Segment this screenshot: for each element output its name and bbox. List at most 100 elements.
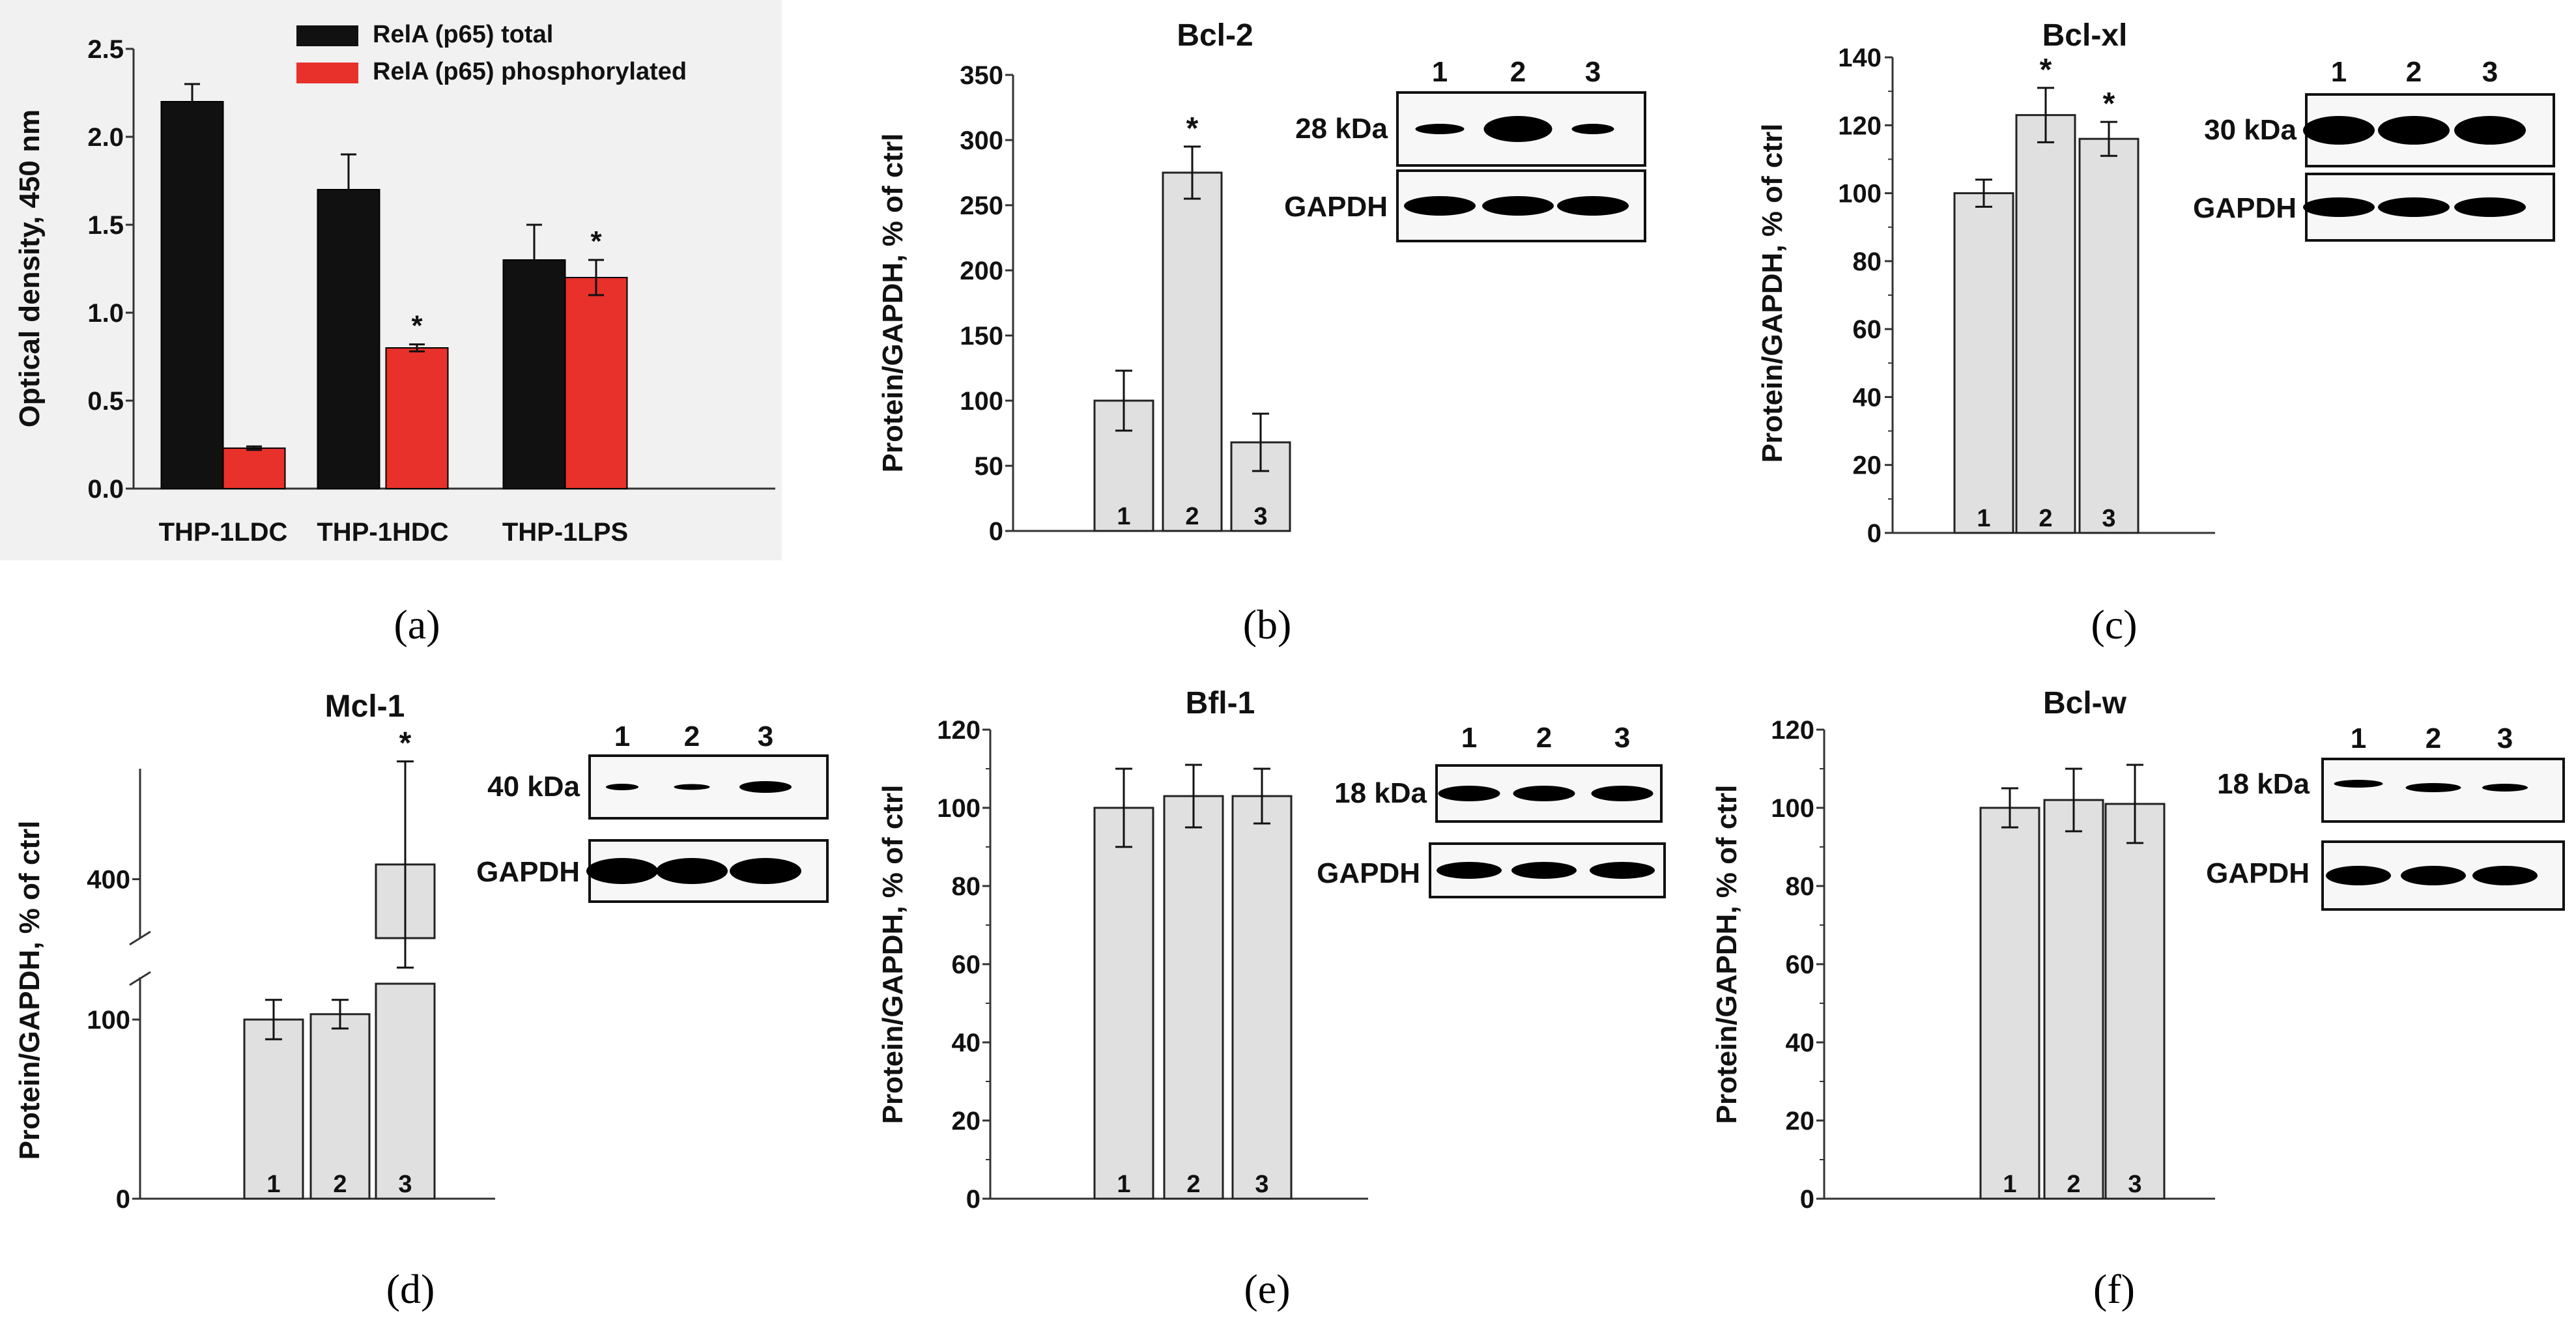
legend-swatch bbox=[296, 25, 358, 46]
bar-number-label: 3 bbox=[1255, 1171, 1268, 1198]
y-tick-label: 0 bbox=[1800, 1185, 1814, 1214]
blot-lane-number: 2 bbox=[1536, 722, 1552, 754]
y-tick-label: 80 bbox=[952, 872, 981, 901]
blot-band bbox=[739, 781, 792, 793]
blot-gapdh-label: GAPDH bbox=[2193, 192, 2297, 224]
bar-2 bbox=[1162, 171, 1223, 532]
y-axis-label: Protein/GAPDH, % of ctrl bbox=[877, 134, 909, 473]
blot-band bbox=[1404, 196, 1476, 216]
blot-band bbox=[1571, 124, 1614, 134]
blot-band bbox=[1437, 862, 1502, 879]
blot-lane-number: 1 bbox=[2331, 56, 2347, 88]
bar-number-label: 1 bbox=[266, 1171, 280, 1198]
bar-THP-1LPS-phosphorylated bbox=[564, 277, 628, 489]
blot-gapdh-label: GAPDH bbox=[476, 856, 580, 888]
bar-number-label: 1 bbox=[2003, 1171, 2016, 1198]
y-tick-label: 0 bbox=[989, 517, 1003, 546]
y-tick-label: 120 bbox=[1838, 111, 1882, 140]
bar-number-label: 1 bbox=[1117, 1171, 1130, 1198]
blot-lane-number: 2 bbox=[684, 721, 700, 752]
x-category-label: THP-1LPS bbox=[502, 518, 628, 547]
blot-band bbox=[2303, 197, 2375, 217]
y-tick-label: 100 bbox=[1838, 180, 1882, 208]
y-tick-label: 60 bbox=[952, 950, 981, 979]
panel-f: 0 20 40 60 80 100 120 1 2 3 Bcl-w Protein/GAPDH, % … bbox=[1711, 686, 2565, 1312]
y-tick-label: 350 bbox=[960, 61, 1003, 90]
bar-1 bbox=[1953, 192, 2014, 534]
panel-caption: (f) bbox=[2093, 1266, 2135, 1312]
blot-band bbox=[2482, 784, 2528, 792]
chart-title: Bcl-2 bbox=[1177, 18, 1253, 53]
y-tick-label: 20 bbox=[1853, 451, 1882, 480]
y-tick-label: 2.5 bbox=[87, 35, 124, 64]
bar-2 bbox=[1163, 795, 1224, 1200]
bar-number-label: 3 bbox=[2128, 1171, 2141, 1198]
y-tick-label: 80 bbox=[1786, 872, 1815, 901]
significance-star: * bbox=[411, 310, 423, 342]
y-axis-label: Protein/GAPDH, % of ctrl bbox=[877, 785, 909, 1124]
y-tick-label: 120 bbox=[1771, 716, 1814, 745]
y-tick-label: 2.0 bbox=[87, 123, 124, 152]
blot-gapdh-label: GAPDH bbox=[1284, 191, 1388, 223]
legend-swatch bbox=[296, 63, 358, 83]
panel-d: 0 100 400 1 2 3 *Mcl-1 Protein/GAPDH, % of ctrl… bbox=[14, 689, 829, 1312]
bar-2 bbox=[2015, 114, 2076, 534]
y-tick-label: 0 bbox=[966, 1185, 980, 1214]
chart-title: Bfl-1 bbox=[1186, 686, 1255, 721]
y-tick-label: 140 bbox=[1838, 44, 1882, 72]
blot-band bbox=[656, 858, 728, 884]
y-axis-label: Optical density, 450 nm bbox=[14, 109, 46, 427]
blot-lane-number: 1 bbox=[1461, 722, 1477, 754]
bar-number-label: 2 bbox=[2067, 1171, 2080, 1198]
blot-band bbox=[1513, 786, 1575, 801]
bar-1 bbox=[1093, 807, 1154, 1200]
blot-band bbox=[2454, 197, 2526, 217]
y-tick-label: 40 bbox=[952, 1029, 981, 1057]
y-tick-label: 20 bbox=[1786, 1107, 1815, 1136]
y-tick-label: 0 bbox=[116, 1185, 130, 1214]
y-tick-label: 0.5 bbox=[87, 387, 124, 416]
axis-break-mark bbox=[129, 930, 151, 946]
blot-kda-label: 30 kDa bbox=[2204, 114, 2297, 146]
y-tick-label: 150 bbox=[960, 322, 1003, 350]
chart-title: Bcl-xl bbox=[2042, 18, 2128, 53]
blot-band bbox=[2454, 116, 2526, 145]
blot-band bbox=[2378, 197, 2450, 217]
bar-2 bbox=[2043, 799, 2104, 1200]
axis-break-mark bbox=[129, 971, 151, 986]
panel-caption: (b) bbox=[1243, 601, 1292, 648]
blot-lane-number: 3 bbox=[1585, 56, 1601, 88]
panel-caption: (c) bbox=[2091, 601, 2137, 648]
blot-band bbox=[2334, 780, 2383, 788]
bar-number-label: 3 bbox=[398, 1171, 412, 1198]
y-tick-label: 100 bbox=[1771, 794, 1814, 823]
legend-entry: RelA (p65) phosphorylated bbox=[373, 58, 687, 85]
y-tick-label: 0.0 bbox=[87, 475, 124, 504]
panel-e: 0 20 40 60 80 100 120 1 2 3 Bfl-1 Protein/GAPDH, % … bbox=[877, 686, 1666, 1312]
blot-band bbox=[674, 784, 710, 790]
panel-caption: (d) bbox=[386, 1266, 435, 1312]
panel-b: 0 50 100 150 200 250 300 350 1 2 * 3 Bcl-2 Protein/GA… bbox=[877, 18, 1646, 648]
y-axis-label: Protein/GAPDH, % of ctrl bbox=[1711, 785, 1743, 1124]
y-tick-label: 250 bbox=[960, 192, 1003, 220]
bar-THP-1HDC-total bbox=[317, 189, 380, 489]
bar-number-label: 2 bbox=[1185, 503, 1199, 530]
blot-gapdh-label: GAPDH bbox=[1317, 857, 1420, 889]
bar-THP-1HDC-phosphorylated bbox=[385, 347, 449, 489]
x-category-label: THP-1HDC bbox=[317, 518, 448, 547]
blot-band bbox=[2401, 866, 2466, 885]
blot-band bbox=[2378, 116, 2450, 145]
blot-band bbox=[1511, 862, 1577, 879]
y-tick-label: 100 bbox=[87, 1006, 130, 1035]
blot-band bbox=[2326, 866, 2391, 885]
blot-band bbox=[1590, 862, 1655, 879]
blot-band bbox=[586, 858, 658, 884]
y-tick-label: 80 bbox=[1853, 248, 1882, 276]
y-tick-label: 20 bbox=[952, 1107, 981, 1136]
blot-band bbox=[1415, 124, 1465, 134]
y-axis-label: Protein/GAPDH, % of ctrl bbox=[1756, 124, 1788, 463]
blot-lane-number: 2 bbox=[1510, 56, 1526, 88]
significance-star: * bbox=[590, 225, 602, 257]
y-tick-label: 1.0 bbox=[87, 299, 124, 328]
bar-number-label: 2 bbox=[1186, 1171, 1200, 1198]
